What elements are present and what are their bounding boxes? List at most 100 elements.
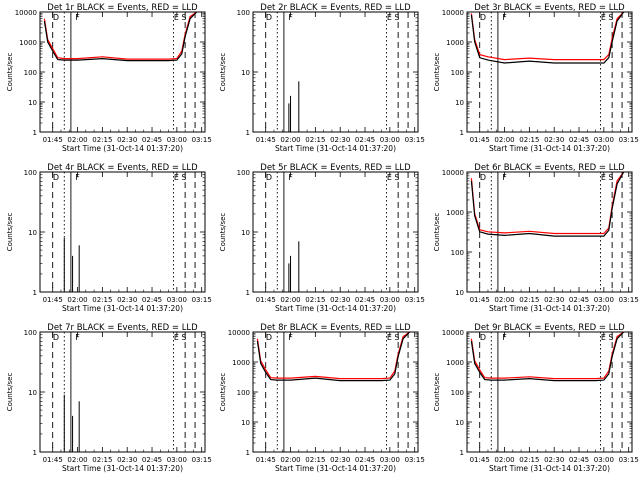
plot-frame	[466, 331, 633, 453]
marker-label: F	[75, 173, 80, 182]
x-tick-label: 02:30	[117, 296, 137, 304]
events-series-line	[470, 171, 625, 237]
x-tick-label: 02:00	[494, 456, 514, 464]
y-axis-label: Counts/sec	[6, 53, 14, 92]
x-tick-label: 02:15	[305, 296, 325, 304]
x-tick-label: 02:15	[92, 136, 112, 144]
x-tick-label: 03:00	[380, 456, 400, 464]
y-tick-label: 100	[24, 329, 37, 337]
marker-label: D	[53, 333, 59, 342]
x-tick-label: 01:45	[43, 456, 63, 464]
x-tick-label: 02:45	[142, 456, 162, 464]
y-tick-label: 10	[455, 99, 464, 107]
lld-series-line	[470, 11, 625, 61]
plot-frame	[39, 11, 206, 133]
y-tick-label: 10000	[15, 9, 37, 17]
y-tick-label: 1	[33, 449, 37, 457]
y-tick-label: 100	[451, 249, 464, 257]
y-tick-label: 1000	[232, 359, 250, 367]
y-tick-label: 1	[460, 449, 464, 457]
x-tick-label: 02:45	[355, 296, 375, 304]
y-axis-label: Counts/sec	[219, 213, 227, 252]
y-tick-label: 1000	[19, 39, 37, 47]
marker-label: F	[502, 173, 507, 182]
x-tick-label: 03:15	[192, 136, 212, 144]
x-tick-label: 03:15	[405, 296, 425, 304]
x-tick-label: 02:45	[142, 296, 162, 304]
marker-label: E S	[174, 13, 187, 22]
y-tick-label: 10	[28, 229, 37, 237]
x-tick-label: 03:15	[619, 456, 639, 464]
y-tick-label: 1000	[446, 209, 464, 217]
detector-panel-2: Det 2r BLACK = Events, RED = LLD 1 10 100 Co…	[219, 3, 425, 153]
x-tick-label: 02:00	[67, 296, 87, 304]
marker-label: E S	[601, 333, 614, 342]
x-axis-label: Start Time (31-Oct-14 01:37:20)	[275, 304, 396, 313]
x-tick-label: 02:45	[355, 136, 375, 144]
y-tick-label: 100	[237, 9, 250, 17]
y-axis-label: Counts/sec	[219, 373, 227, 412]
marker-label: E S	[174, 333, 187, 342]
x-tick-label: 03:15	[619, 136, 639, 144]
y-tick-label: 100	[237, 169, 250, 177]
panel-title: Det 9r BLACK = Events, RED = LLD	[474, 323, 625, 333]
y-tick-label: 1	[33, 129, 37, 137]
marker-label: F	[502, 333, 507, 342]
marker-label: D	[480, 333, 486, 342]
x-tick-label: 03:00	[380, 136, 400, 144]
x-tick-label: 03:00	[594, 136, 614, 144]
plot-frame	[252, 11, 419, 133]
x-tick-label: 01:45	[43, 296, 63, 304]
x-tick-label: 02:30	[544, 296, 564, 304]
panel-title: Det 7r BLACK = Events, RED = LLD	[47, 323, 198, 333]
x-tick-label: 02:15	[305, 136, 325, 144]
x-tick-label: 03:00	[167, 136, 187, 144]
x-axis-label: Start Time (31-Oct-14 01:37:20)	[489, 144, 610, 153]
y-tick-label: 10	[455, 419, 464, 427]
panel-title: Det 5r BLACK = Events, RED = LLD	[260, 163, 411, 173]
y-tick-label: 100	[451, 69, 464, 77]
marker-label: D	[480, 173, 486, 182]
y-axis-label: Counts/sec	[433, 53, 441, 92]
plot-frame	[252, 171, 419, 293]
y-tick-label: 10000	[442, 329, 464, 337]
x-tick-label: 03:00	[167, 296, 187, 304]
panel-title: Det 6r BLACK = Events, RED = LLD	[474, 163, 625, 173]
plot-frame	[466, 11, 633, 133]
x-tick-label: 03:00	[380, 296, 400, 304]
x-tick-label: 02:45	[569, 136, 589, 144]
y-axis-label: Counts/sec	[6, 213, 14, 252]
x-axis-label: Start Time (31-Oct-14 01:37:20)	[62, 304, 183, 313]
marker-label: D	[266, 13, 272, 22]
x-tick-label: 02:45	[569, 456, 589, 464]
y-tick-label: 10000	[442, 9, 464, 17]
detector-panel-8: Det 8r BLACK = Events, RED = LLD 1 10 100 10…	[219, 323, 425, 473]
detector-panel-3: Det 3r BLACK = Events, RED = LLD 1 10 100 10…	[433, 3, 639, 153]
y-tick-label: 1	[460, 129, 464, 137]
marker-label: D	[266, 333, 272, 342]
x-tick-label: 02:30	[117, 136, 137, 144]
x-tick-label: 01:45	[256, 456, 276, 464]
x-tick-label: 02:30	[330, 136, 350, 144]
y-tick-label: 100	[24, 69, 37, 77]
x-tick-label: 02:00	[67, 136, 87, 144]
y-tick-label: 10	[241, 229, 250, 237]
marker-label: E S	[601, 13, 614, 22]
y-tick-label: 1	[246, 449, 250, 457]
y-axis-label: Counts/sec	[433, 213, 441, 252]
x-tick-label: 03:15	[192, 456, 212, 464]
x-axis-label: Start Time (31-Oct-14 01:37:20)	[62, 144, 183, 153]
x-tick-label: 02:30	[330, 296, 350, 304]
marker-label: E S	[387, 333, 400, 342]
detector-panel-6: Det 6r BLACK = Events, RED = LLD 10 100 100…	[433, 163, 639, 313]
events-series-line	[470, 11, 625, 64]
y-tick-label: 10	[241, 419, 250, 427]
detector-panel-4: Det 4r BLACK = Events, RED = LLD 1 10 100 Co…	[6, 163, 212, 313]
x-tick-label: 02:30	[330, 456, 350, 464]
y-tick-label: 1	[246, 129, 250, 137]
x-tick-label: 01:45	[470, 296, 490, 304]
x-tick-label: 03:15	[405, 456, 425, 464]
x-tick-label: 02:45	[569, 296, 589, 304]
marker-label: E S	[387, 13, 400, 22]
